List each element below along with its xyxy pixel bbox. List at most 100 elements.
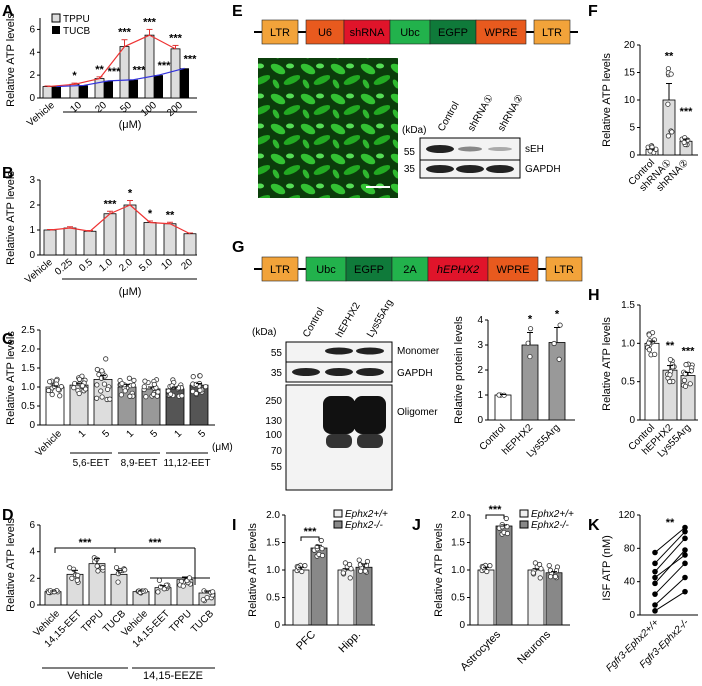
panel-a-label: A — [2, 3, 14, 20]
e-element-label-2: shRNA — [350, 27, 386, 39]
c-5-point-14 — [175, 385, 182, 391]
h-1-point-7 — [667, 356, 673, 363]
g-band-control-gapdh — [292, 368, 320, 376]
h-0-point-9 — [646, 340, 652, 346]
j-1-0-point-6 — [532, 560, 538, 566]
c-6-point-12 — [193, 390, 199, 397]
panel-c-ylabel: Relative ATP levels — [5, 331, 17, 425]
k-pair-line-5 — [654, 537, 686, 573]
e-element-2 — [343, 19, 391, 45]
g-element-label-6: LTR — [554, 264, 574, 276]
c-6-point-15 — [197, 373, 203, 379]
panel-i-chart: 0 0.5 1.0 1.5 2.0 Relative ATP levels Ephx2+… — [247, 509, 388, 655]
g-ytick-0: 0 — [477, 415, 483, 426]
k-xtick-0: Fgfr3-Ephx2+/+ — [604, 617, 661, 674]
h-ytick-1: 0.5 — [621, 377, 635, 388]
e-element-5 — [475, 19, 527, 45]
c-ytick-0: 0 — [29, 420, 35, 431]
c-3-point-15 — [127, 393, 133, 399]
c-2-point-7 — [94, 366, 100, 373]
f-1-point-7 — [668, 71, 674, 77]
panel-h-label: H — [588, 287, 600, 304]
i-0-0-point-5 — [299, 568, 305, 575]
c-ytick-4: 2.0 — [21, 344, 35, 355]
j-legend-wt-swatch — [519, 509, 529, 518]
d-ytick-2: 4 — [29, 547, 35, 558]
panel-f-ylabel: Relative ATP levels — [601, 53, 613, 147]
c-1-point-12 — [79, 383, 86, 389]
b-bar-6 — [163, 223, 177, 256]
b-bar-1 — [63, 227, 77, 256]
f-ytick-3: 15 — [624, 68, 636, 79]
e-element-1 — [305, 19, 345, 45]
j-legend-ko-swatch — [519, 520, 529, 529]
panel-b-label: B — [2, 165, 14, 182]
g-kda: (kDa) — [252, 327, 276, 338]
g-2-point-2 — [557, 322, 563, 328]
e-kda: (kDa) — [402, 125, 426, 136]
g-element-4 — [427, 256, 489, 282]
c-xtick-3: 1 — [124, 428, 136, 440]
i-xtick-1: Hipp. — [336, 629, 363, 656]
d-6-point-6 — [180, 583, 186, 589]
i-1-0-point-6 — [342, 560, 348, 566]
c-ytick-3: 1.5 — [21, 363, 35, 374]
h-2-point-10 — [681, 377, 687, 383]
a-xtick-3: 50 — [118, 100, 134, 116]
e-element-label-5: WPRE — [485, 27, 518, 39]
c-3-point-4 — [126, 375, 132, 381]
f-bar-1 — [662, 99, 676, 156]
f-1-point-3 — [665, 101, 671, 107]
g-band-k55r-olig — [354, 396, 386, 434]
e-lane-sh1: shRNA① — [466, 93, 496, 134]
panel-j-ylabel: Relative ATP levels — [433, 523, 445, 617]
a-bar-tppu-3 — [119, 46, 130, 99]
e-element-6 — [533, 19, 571, 45]
j-1-0-point-5 — [538, 566, 544, 572]
f-ytick-2: 10 — [624, 95, 636, 106]
e-band-gapdh: GAPDH — [525, 164, 561, 175]
h-star-1: ** — [666, 340, 675, 352]
g-ytick-4: 4 — [477, 315, 483, 326]
k-point-ko-1 — [682, 574, 688, 581]
j-ytick-2: 1.0 — [451, 565, 465, 576]
k-point-wt-5 — [652, 568, 658, 575]
j-1-1-point-6 — [547, 574, 554, 580]
j-0-1-point-2 — [503, 515, 509, 522]
panel-g-blot: (kDa) 55 35 250 130 100 70 55 Control hE… — [252, 298, 440, 491]
i-bar-1-1 — [355, 566, 373, 626]
f-ytick-4: 20 — [624, 40, 636, 51]
c-0-point-1 — [49, 391, 55, 398]
panel-k-label: K — [588, 517, 600, 534]
g-band-hephx2-olig — [323, 396, 355, 434]
j-ytick-4: 2.0 — [451, 510, 465, 521]
k-point-wt-2 — [652, 591, 658, 597]
i-1-1-point-4 — [362, 568, 368, 574]
b-ytick-1: 1 — [29, 225, 35, 236]
g-mw-35: 35 — [271, 368, 283, 379]
h-0-point-5 — [646, 332, 652, 338]
b-star-5: * — [148, 208, 153, 220]
a-star-tppu-4: *** — [143, 16, 157, 28]
k-point-wt-7 — [652, 549, 658, 556]
i-ytick-0: 0 — [274, 620, 280, 631]
c-3-point-7 — [131, 377, 137, 383]
d-7-point-7 — [210, 589, 216, 595]
h-ytick-2: 1.0 — [621, 338, 635, 349]
d-3-point-6 — [122, 567, 128, 573]
f-ytick-0: 0 — [629, 150, 635, 161]
c-4-point-9 — [143, 394, 149, 400]
h-0-point-11 — [652, 351, 658, 357]
d-group-eeze: 14,15-EEZE — [143, 670, 203, 681]
panel-c-label: C — [2, 331, 14, 348]
c-group-5-6-eet: 5,6-EET — [73, 458, 110, 469]
g-mw-100: 100 — [265, 430, 282, 441]
c-0-point-14 — [55, 386, 61, 393]
panel-i-label: I — [232, 517, 236, 534]
j-1-1-point-7 — [546, 562, 552, 569]
c-3-point-14 — [119, 380, 125, 387]
g-mw-55b: 55 — [271, 462, 283, 473]
e-element-label-4: EGFP — [438, 27, 468, 39]
j-1-0-point-1 — [536, 561, 543, 568]
g-mw-55: 55 — [271, 348, 283, 359]
